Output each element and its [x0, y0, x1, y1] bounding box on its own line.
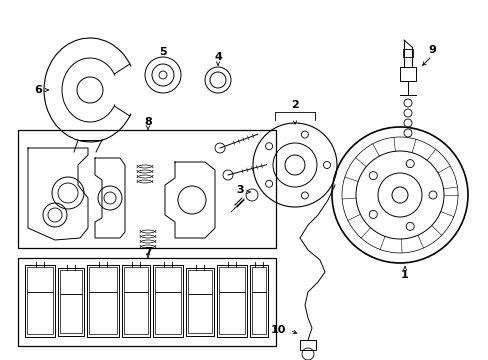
Bar [155, 267, 181, 292]
Text: 6: 6 [34, 85, 42, 95]
Bar [58, 268, 84, 336]
Bar [187, 294, 212, 333]
Text: 3: 3 [236, 185, 244, 195]
Bar [60, 294, 82, 333]
Text: 8: 8 [144, 117, 152, 127]
Bar [124, 267, 148, 292]
Bar [219, 267, 244, 292]
Text: 10: 10 [270, 325, 285, 335]
Text: 9: 9 [427, 45, 435, 55]
Text: 7: 7 [144, 247, 152, 257]
Bar [89, 267, 117, 292]
Bar [153, 265, 183, 337]
Bar [219, 292, 244, 334]
Bar [399, 67, 415, 81]
Bar [27, 267, 53, 292]
Text: 5: 5 [159, 47, 166, 57]
Bar [60, 270, 82, 294]
Bar [187, 270, 212, 294]
Bar [18, 130, 275, 248]
Bar [87, 265, 119, 337]
Bar [217, 265, 246, 337]
Text: 2: 2 [290, 100, 298, 110]
Bar [251, 292, 265, 334]
Bar [25, 265, 55, 337]
Bar [122, 265, 150, 337]
Bar [89, 292, 117, 334]
Bar [185, 268, 214, 336]
Bar [299, 340, 315, 350]
Bar [402, 49, 412, 57]
Bar [251, 267, 265, 292]
Bar [18, 258, 275, 346]
Bar [249, 265, 267, 337]
Text: 4: 4 [214, 52, 222, 62]
Bar [124, 292, 148, 334]
Bar [155, 292, 181, 334]
Bar [27, 292, 53, 334]
Text: 1: 1 [400, 270, 408, 280]
